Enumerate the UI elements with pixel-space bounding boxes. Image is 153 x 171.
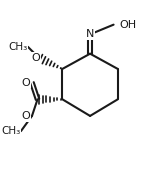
Text: O: O xyxy=(22,78,31,88)
Text: OH: OH xyxy=(120,20,137,30)
Text: CH₃: CH₃ xyxy=(9,42,28,52)
Text: O: O xyxy=(22,111,31,121)
Text: CH₃: CH₃ xyxy=(2,126,21,136)
Text: O: O xyxy=(32,53,40,63)
Text: N: N xyxy=(86,29,94,39)
